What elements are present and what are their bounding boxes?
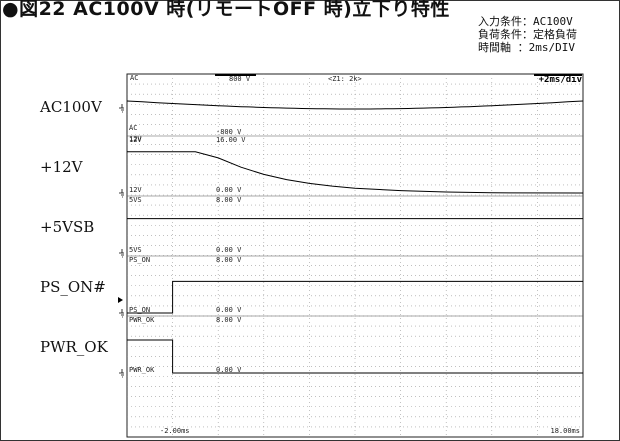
- channel-scale-top: 8.00 V: [216, 196, 242, 204]
- ground-icon: [119, 104, 124, 113]
- channel-tag-top: AC: [129, 124, 137, 132]
- channel-label-ac100v: AC100V: [40, 98, 102, 116]
- header-range: 800 V: [229, 75, 251, 83]
- channel-label-ps-on: PS_ON#: [40, 278, 106, 296]
- time-start-label: -2.00ms: [160, 427, 190, 435]
- header-timebase: +2ms/div: [539, 74, 583, 85]
- channel-tag-top: PWR_OK: [129, 316, 155, 324]
- header-zoom: <Z1: 2k>: [328, 75, 362, 83]
- channel-scale-bottom: 0.00 V: [216, 246, 242, 254]
- header-channel-tag: AC: [130, 74, 138, 82]
- ground-icon: [119, 249, 124, 258]
- channel-tag-top: 12V: [129, 135, 142, 143]
- channel-tag-bottom: 5VS: [129, 246, 142, 254]
- trace-pwrok: [127, 339, 583, 374]
- channel-tag-bottom: 12V: [129, 186, 142, 194]
- condition-input: 入力条件：AC100V: [478, 15, 573, 28]
- channel-tag-top: 5VS: [129, 196, 142, 204]
- trace-pson: [127, 280, 583, 314]
- channel-label-12v: +12V: [40, 158, 83, 176]
- condition-load: 負荷条件：定格負荷: [478, 28, 577, 41]
- channel-scale-bottom: 0.00 V: [216, 306, 242, 314]
- channel-tag-top: PS_ON: [129, 256, 150, 264]
- ground-icon: [119, 309, 124, 318]
- channel-scale-top: 8.00 V: [216, 316, 242, 324]
- ground-icon: [119, 189, 124, 198]
- figure-title: ●図22 AC100V 時(リモートOFF 時)立下り特性: [2, 0, 450, 20]
- channel-tag-top: 12V: [129, 136, 142, 144]
- channel-scale-bottom: 0.00 V: [216, 186, 242, 194]
- time-end-label: 18.00ms: [550, 427, 580, 435]
- channel-label-pwr-ok: PWR_OK: [40, 338, 108, 356]
- trigger-marker-icon: [118, 297, 123, 303]
- channel-label-5vsb: +5VSB: [40, 218, 95, 236]
- trace-ac100v: [126, 100, 584, 110]
- channel-scale-bottom: 0.00 V: [216, 366, 242, 374]
- channel-scale-top: 8.00 V: [216, 256, 242, 264]
- channel-tag-bottom: PWR_OK: [129, 366, 155, 374]
- channel-tag-bottom: PS_ON: [129, 306, 150, 314]
- condition-timebase: 時間軸 ：2ms/DIV: [478, 41, 575, 54]
- ground-icon: [119, 369, 124, 378]
- channel-scale-bottom: -800 V: [216, 128, 242, 136]
- trace-12v: [127, 151, 584, 194]
- test-conditions: 入力条件：AC100V 負荷条件：定格負荷 時間軸 ：2ms/DIV: [478, 15, 577, 54]
- channel-scale-top: 16.00 V: [216, 136, 246, 144]
